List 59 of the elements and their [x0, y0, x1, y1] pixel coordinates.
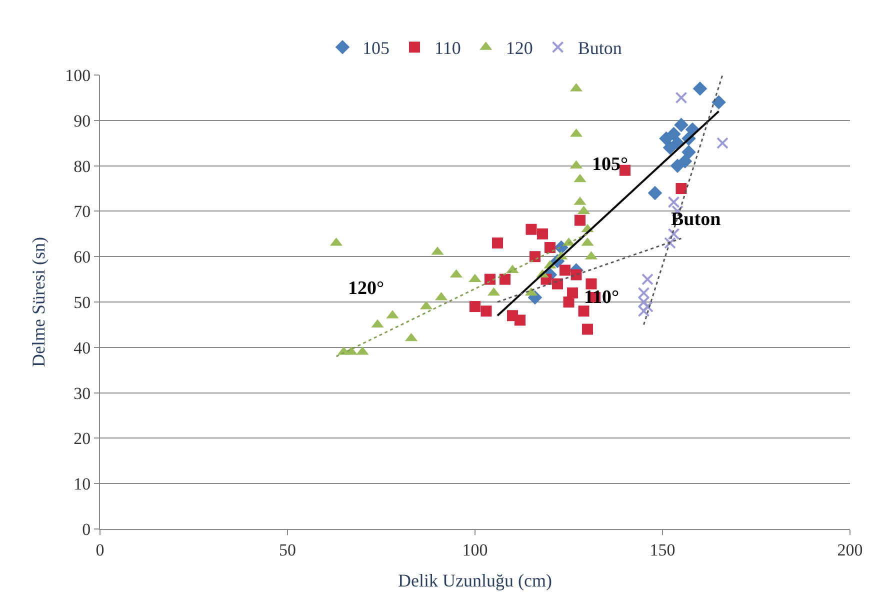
legend-label: 120 [506, 38, 533, 58]
point [648, 186, 662, 200]
point [552, 278, 563, 290]
point [586, 278, 597, 290]
point [567, 287, 578, 298]
point [675, 92, 688, 104]
point [544, 242, 556, 254]
annotation: Buton [671, 209, 722, 230]
y-tick-label: 90 [74, 111, 91, 130]
y-tick-label: 50 [74, 292, 91, 312]
y-axis-title: Delme Süresi (sn) [28, 237, 48, 367]
x-tick-label: 0 [96, 540, 104, 560]
point [638, 286, 650, 299]
point [530, 251, 540, 262]
y-tick-label: 0 [82, 520, 91, 539]
point [560, 264, 570, 276]
point [642, 300, 654, 313]
point [674, 118, 688, 132]
x-tick-label: 150 [650, 540, 676, 560]
point [574, 214, 586, 226]
point [712, 95, 726, 110]
point [668, 228, 680, 240]
point [526, 224, 537, 235]
x-tick-label: 50 [279, 540, 296, 560]
x-tick-label: 200 [837, 540, 863, 560]
x-axis-title: Delik Uzunluğu (cm) [398, 570, 552, 590]
point [492, 237, 503, 248]
point [480, 306, 492, 317]
x-tick-label: 100 [462, 540, 488, 560]
annotation: 120° [348, 278, 384, 299]
point [570, 269, 582, 280]
point [578, 306, 590, 317]
point [682, 145, 696, 160]
point [716, 137, 728, 150]
point [638, 305, 650, 318]
y-tick-label: 80 [74, 156, 91, 176]
y-tick-label: 40 [74, 338, 91, 358]
y-tick-label: 20 [74, 429, 91, 448]
y-tick-label: 70 [74, 202, 91, 222]
point [484, 274, 496, 285]
y-tick-label: 100 [65, 66, 91, 85]
point [664, 236, 676, 249]
point [470, 301, 480, 312]
legend-label: 110 [434, 38, 461, 58]
point [692, 81, 708, 96]
annotation: 105° [592, 154, 628, 175]
point [582, 324, 593, 335]
point [537, 228, 548, 240]
point [514, 314, 526, 326]
y-tick-label: 30 [74, 384, 91, 403]
point [500, 274, 510, 285]
legend-label: Buton [578, 38, 622, 58]
point [668, 196, 680, 208]
point [642, 273, 654, 286]
point [638, 296, 650, 308]
y-tick-label: 60 [74, 248, 91, 267]
point [676, 183, 687, 194]
y-tick-label: 10 [74, 474, 91, 494]
legend-label: 105 [362, 38, 390, 58]
